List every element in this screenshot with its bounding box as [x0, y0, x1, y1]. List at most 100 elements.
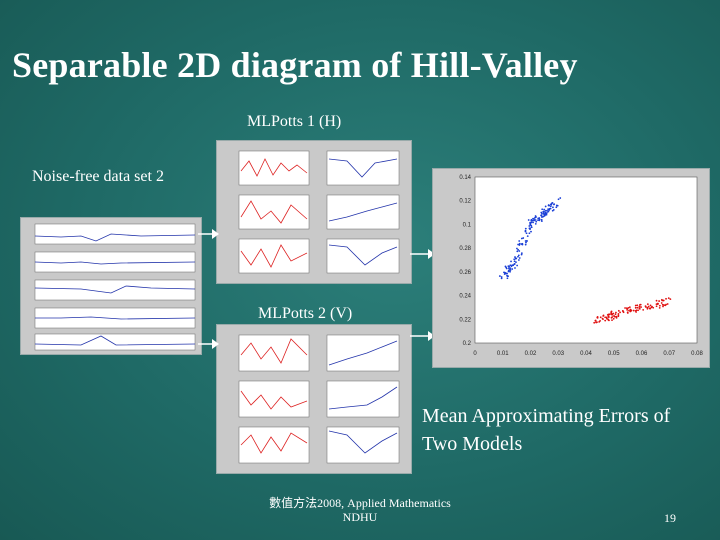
- red-cluster-point: [617, 313, 620, 315]
- blue-cluster-point: [559, 197, 562, 199]
- arrow-dataset-to-mlpotts2: [198, 339, 219, 349]
- blue-cluster-point: [515, 257, 518, 260]
- red-cluster-point: [626, 311, 629, 314]
- blue-cluster-point: [543, 210, 545, 213]
- red-cluster-point: [624, 307, 626, 309]
- blue-cluster-point: [520, 253, 523, 256]
- blue-cluster-point: [509, 264, 512, 267]
- mlpotts1-label: MLPotts 1 (H): [247, 113, 342, 130]
- red-cluster-point: [665, 303, 668, 306]
- blue-cluster-point: [506, 277, 509, 280]
- blue-cluster-point: [534, 219, 537, 221]
- blue-cluster-point: [513, 260, 516, 263]
- x-tick-label: 0.07: [663, 351, 675, 357]
- blue-cluster-point: [556, 204, 559, 207]
- red-cluster-point: [638, 307, 641, 310]
- arrow-dataset-to-mlpotts1: [198, 229, 219, 239]
- blue-cluster-point: [507, 275, 509, 278]
- blue-cluster-point: [514, 267, 516, 269]
- red-cluster-point: [663, 304, 665, 306]
- blue-cluster-point: [550, 203, 553, 206]
- blue-cluster-point: [537, 217, 540, 220]
- red-cluster-point: [655, 305, 658, 308]
- blue-cluster-point: [509, 268, 511, 271]
- x-tick-label: 0.02: [525, 351, 537, 357]
- blue-cluster-point: [541, 208, 544, 211]
- blue-cluster-point: [528, 225, 531, 227]
- blue-cluster-point: [525, 232, 528, 235]
- blue-cluster-point: [500, 277, 503, 280]
- blue-cluster-point: [544, 205, 547, 208]
- blue-cluster-point: [508, 265, 511, 268]
- blue-cluster-point: [516, 247, 518, 250]
- blue-cluster-point: [520, 252, 523, 255]
- red-cluster-point: [605, 317, 608, 320]
- red-cluster-point: [656, 302, 659, 305]
- scatter-plot-area: [474, 176, 698, 344]
- red-cluster-point: [615, 316, 618, 319]
- red-cluster-point: [632, 309, 635, 312]
- y-tick-label: 0.24: [459, 294, 471, 300]
- red-cluster-point: [615, 311, 617, 314]
- red-cluster-point: [614, 315, 616, 318]
- blue-cluster-point: [533, 219, 536, 222]
- red-cluster-point: [605, 316, 608, 319]
- red-cluster-point: [669, 298, 672, 301]
- red-cluster-point: [606, 313, 609, 316]
- blue-cluster-point: [526, 235, 529, 238]
- blue-cluster-point: [522, 237, 525, 239]
- red-cluster-point: [646, 306, 649, 309]
- red-cluster-point: [649, 304, 652, 307]
- red-cluster-point: [610, 310, 613, 313]
- blue-cluster-point: [513, 263, 516, 266]
- scatter-panel: 0 0.01 0.02 0.03 0.04 0.05 0.06 0.07 0.08 0.2 0.2…: [432, 168, 710, 368]
- y-tick-label: 0.28: [459, 246, 471, 252]
- page-number: 19: [664, 511, 676, 525]
- red-cluster-point: [611, 319, 613, 322]
- blue-cluster-point: [524, 227, 527, 230]
- blue-cluster-point: [547, 208, 549, 210]
- red-cluster-point: [602, 314, 605, 317]
- blue-cluster-point: [512, 264, 515, 267]
- blue-cluster-point: [518, 244, 521, 246]
- blue-cluster-point: [555, 206, 558, 209]
- red-cluster-point: [662, 305, 664, 308]
- red-cluster-point: [629, 310, 632, 313]
- dataset-plot-rows: [34, 223, 196, 351]
- blue-cluster-point: [537, 219, 539, 222]
- red-cluster-point: [604, 316, 607, 319]
- errors-label-line2: Two Models: [422, 433, 523, 455]
- x-tick-label: 0.08: [691, 351, 703, 357]
- blue-cluster-point: [515, 261, 517, 264]
- blue-cluster-point: [551, 209, 554, 212]
- blue-cluster-point: [552, 206, 554, 209]
- red-cluster-point: [617, 309, 620, 312]
- red-cluster-point: [596, 321, 598, 324]
- blue-cluster-point: [544, 212, 547, 215]
- blue-cluster-point: [529, 227, 531, 230]
- red-cluster-point: [625, 307, 628, 309]
- blue-cluster-point: [529, 221, 532, 224]
- red-cluster-point: [593, 321, 596, 324]
- blue-cluster-point: [511, 268, 514, 270]
- red-cluster-point: [628, 309, 630, 312]
- y-tick-label: 0.2: [463, 341, 472, 347]
- red-cluster-point: [636, 306, 639, 309]
- blue-cluster-point: [510, 265, 513, 268]
- red-cluster-point: [665, 297, 667, 300]
- blue-cluster-point: [528, 232, 531, 235]
- red-cluster-point: [658, 300, 661, 302]
- blue-cluster-point: [521, 243, 524, 246]
- red-cluster-point: [639, 303, 641, 306]
- red-cluster-point: [612, 312, 615, 315]
- red-cluster-point: [594, 319, 597, 322]
- x-tick-label: 0.05: [608, 351, 620, 357]
- blue-cluster-point: [517, 248, 520, 251]
- blue-cluster-point: [541, 216, 543, 219]
- blue-cluster-point: [538, 218, 541, 221]
- red-cluster-point: [622, 311, 625, 314]
- red-cluster-point: [640, 306, 642, 308]
- blue-cluster-point: [520, 237, 523, 240]
- blue-cluster-point: [510, 260, 512, 263]
- red-cluster-point: [647, 305, 650, 308]
